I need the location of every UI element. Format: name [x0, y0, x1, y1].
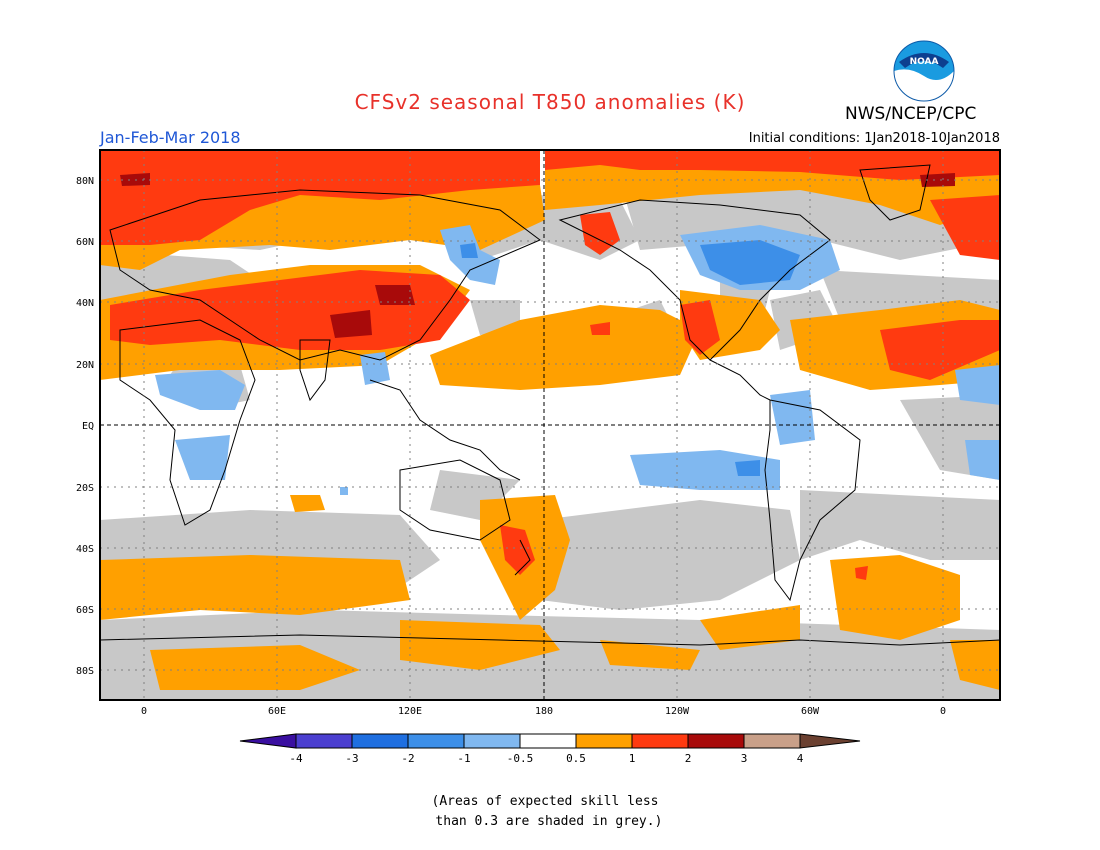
- lat-label: 60S: [76, 605, 94, 616]
- legend-tick-label: 4: [797, 752, 804, 765]
- lat-label: 20S: [76, 483, 94, 494]
- skill-note: (Areas of expected skill less than 0.3 a…: [0, 792, 1090, 832]
- lon-label: 180: [535, 706, 553, 717]
- initial-conditions-label: Initial conditions: 1Jan2018-10Jan2018: [748, 131, 1000, 146]
- lat-label: 20N: [76, 360, 94, 371]
- noaa-logo: NOAA: [893, 40, 955, 102]
- lon-label: 60E: [268, 706, 286, 717]
- legend-tick-label: -3: [345, 752, 358, 765]
- legend-swatch: [575, 733, 633, 749]
- legend-tick-label: 1: [629, 752, 636, 765]
- legend-tick-label: 2: [685, 752, 692, 765]
- legend-swatch: [687, 733, 745, 749]
- legend-swatch: [519, 733, 577, 749]
- lat-label: 40N: [76, 298, 94, 309]
- legend-swatch: [295, 733, 353, 749]
- lat-label: 40S: [76, 544, 94, 555]
- skill-note-line: than 0.3 are shaded in grey.): [427, 814, 663, 829]
- map-frame: [99, 149, 1001, 701]
- skill-note-line: (Areas of expected skill less: [431, 794, 659, 809]
- lon-label: 120E: [398, 706, 422, 717]
- grid-lines: [100, 150, 1000, 700]
- lon-label: 60W: [801, 706, 820, 717]
- reference-lines: [100, 150, 1000, 700]
- legend-tick-label: -2: [401, 752, 414, 765]
- legend-tick-label: 0.5: [566, 752, 586, 765]
- legend-swatch: [239, 733, 297, 749]
- lat-label: 80S: [76, 666, 94, 677]
- lon-label: 0: [940, 706, 946, 717]
- legend-swatch: [743, 733, 801, 749]
- legend-swatch: [463, 733, 521, 749]
- season-label: Jan-Feb-Mar 2018: [100, 128, 241, 147]
- cool-anomaly-blue-regions: [460, 240, 800, 476]
- color-legend: -4 -3 -2 -1 -0.5 0.5 1 2 3 4: [239, 733, 861, 765]
- longitude-labels: 0 60E 120E 180 120W 60W 0: [141, 706, 946, 717]
- legend-tick-label: -0.5: [507, 752, 534, 765]
- lat-label: 80N: [76, 176, 94, 187]
- lon-label: 0: [141, 706, 147, 717]
- lat-label: EQ: [82, 421, 94, 432]
- legend-swatch: [407, 733, 465, 749]
- legend-tick-label: -1: [457, 752, 470, 765]
- warm-anomaly-red-regions: [100, 150, 1000, 580]
- legend-tick-label: 3: [741, 752, 748, 765]
- org-label: NWS/NCEP/CPC: [845, 104, 977, 124]
- anomaly-map: 80N 60N 40N 20N EQ 20S 40S 60S 80S 0 60E…: [76, 149, 1001, 765]
- coastlines: [100, 164, 1000, 646]
- legend-labels: -4 -3 -2 -1 -0.5 0.5 1 2 3 4: [289, 752, 803, 765]
- warm-anomaly-darkred-regions: [120, 173, 955, 338]
- legend-swatch: [631, 733, 689, 749]
- map-title: CFSv2 seasonal T850 anomalies (K): [354, 90, 746, 114]
- lat-label: 60N: [76, 237, 94, 248]
- legend-swatch: [351, 733, 409, 749]
- lon-label: 120W: [665, 706, 690, 717]
- svg-text:NOAA: NOAA: [910, 57, 939, 67]
- legend-tick-label: -4: [289, 752, 303, 765]
- latitude-labels: 80N 60N 40N 20N EQ 20S 40S 60S 80S: [76, 176, 94, 677]
- legend-swatch: [799, 733, 861, 749]
